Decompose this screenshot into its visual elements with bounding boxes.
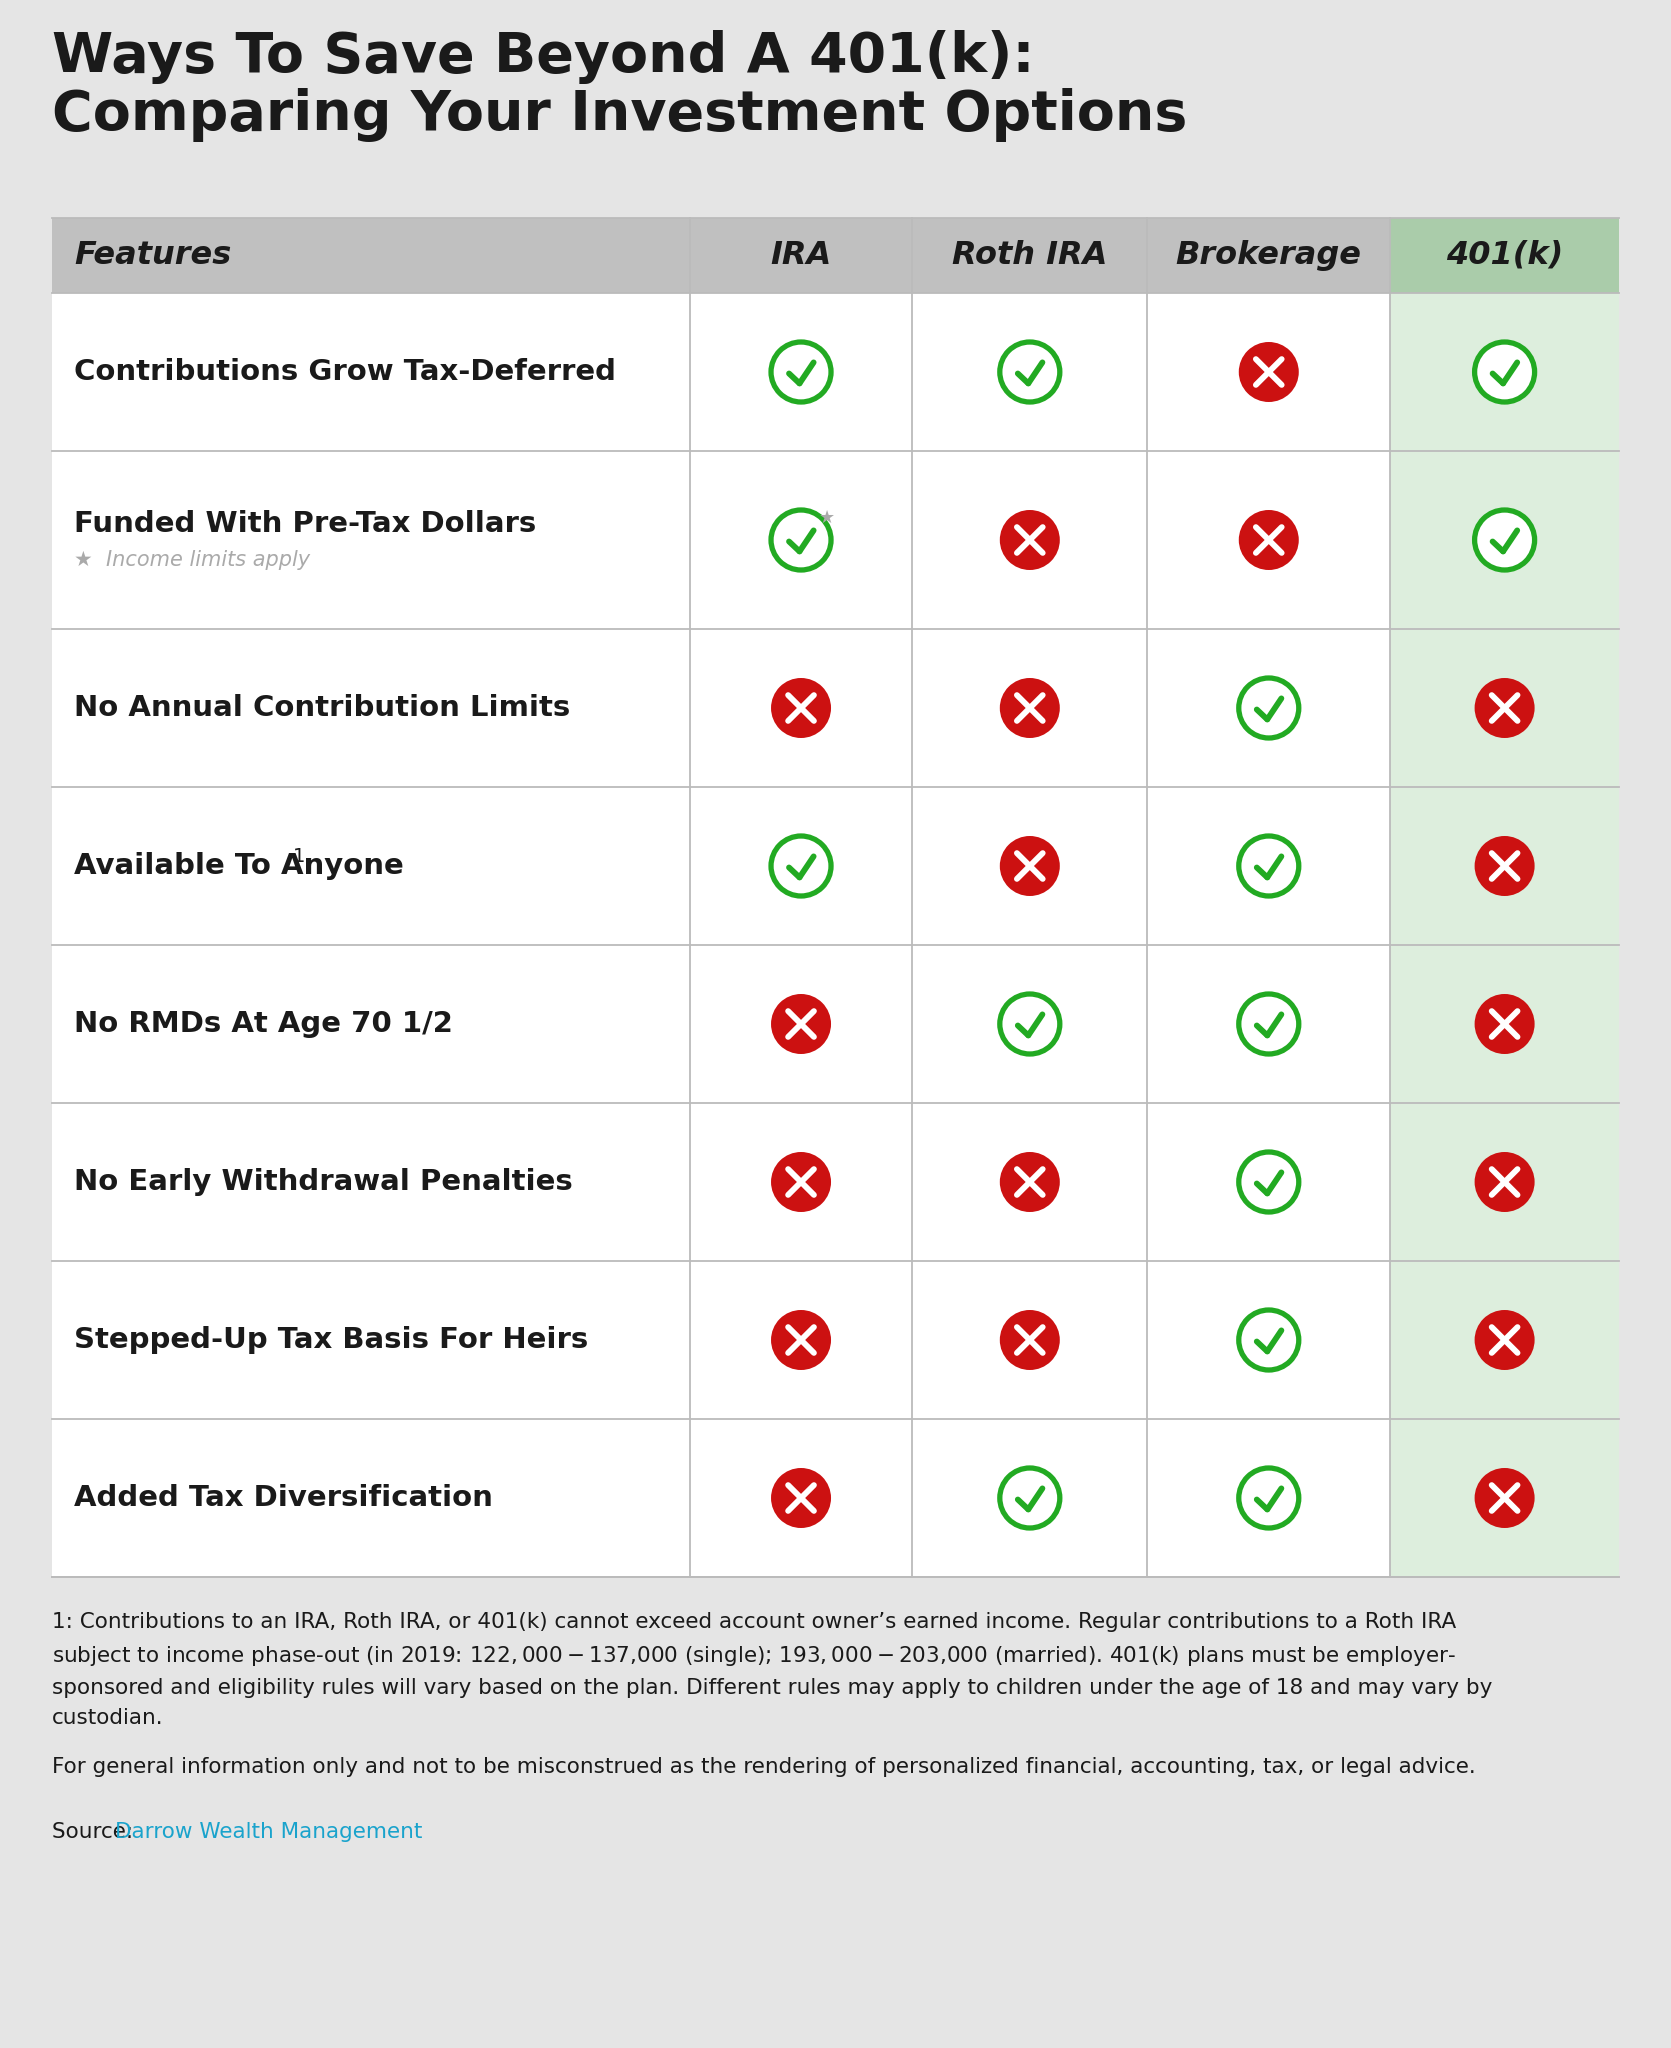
Circle shape bbox=[770, 678, 830, 737]
Text: Brokerage: Brokerage bbox=[1176, 240, 1362, 270]
Circle shape bbox=[1238, 510, 1298, 569]
Text: Available To Anyone: Available To Anyone bbox=[74, 852, 404, 881]
Text: Added Tax Diversification: Added Tax Diversification bbox=[74, 1485, 493, 1511]
Circle shape bbox=[1238, 1468, 1298, 1528]
Text: Ways To Save Beyond A 401(k):: Ways To Save Beyond A 401(k): bbox=[52, 31, 1034, 84]
Circle shape bbox=[999, 993, 1059, 1055]
Text: Contributions Grow Tax-Deferred: Contributions Grow Tax-Deferred bbox=[74, 358, 617, 385]
Circle shape bbox=[1474, 1311, 1534, 1370]
Circle shape bbox=[999, 342, 1059, 401]
Circle shape bbox=[770, 342, 830, 401]
Circle shape bbox=[1474, 993, 1534, 1055]
Text: Comparing Your Investment Options: Comparing Your Investment Options bbox=[52, 88, 1188, 141]
Circle shape bbox=[1238, 678, 1298, 737]
Bar bbox=[1390, 217, 1619, 1577]
Circle shape bbox=[1238, 993, 1298, 1055]
Text: No Early Withdrawal Penalties: No Early Withdrawal Penalties bbox=[74, 1167, 573, 1196]
Circle shape bbox=[999, 1151, 1059, 1212]
Text: ★: ★ bbox=[819, 510, 834, 528]
Circle shape bbox=[770, 1311, 830, 1370]
Circle shape bbox=[770, 1468, 830, 1528]
Circle shape bbox=[999, 1468, 1059, 1528]
Text: Stepped-Up Tax Basis For Heirs: Stepped-Up Tax Basis For Heirs bbox=[74, 1325, 588, 1354]
Text: 1: Contributions to an IRA, Roth IRA, or 401(k) cannot exceed account owner’s ea: 1: Contributions to an IRA, Roth IRA, or… bbox=[52, 1612, 1492, 1729]
Circle shape bbox=[999, 678, 1059, 737]
Text: ★  Income limits apply: ★ Income limits apply bbox=[74, 551, 311, 569]
Text: No Annual Contribution Limits: No Annual Contribution Limits bbox=[74, 694, 570, 723]
Circle shape bbox=[1474, 510, 1534, 569]
Circle shape bbox=[1474, 1468, 1534, 1528]
Circle shape bbox=[1238, 1311, 1298, 1370]
Circle shape bbox=[999, 836, 1059, 897]
Circle shape bbox=[1474, 1151, 1534, 1212]
Circle shape bbox=[1474, 342, 1534, 401]
Bar bbox=[52, 217, 1390, 1577]
Text: Features: Features bbox=[74, 240, 231, 270]
Circle shape bbox=[770, 836, 830, 897]
Text: Roth IRA: Roth IRA bbox=[952, 240, 1108, 270]
Circle shape bbox=[999, 510, 1059, 569]
Text: Source:: Source: bbox=[52, 1823, 140, 1841]
Text: 401(k): 401(k) bbox=[1445, 240, 1564, 270]
Text: Darrow Wealth Management: Darrow Wealth Management bbox=[115, 1823, 423, 1841]
Text: 1: 1 bbox=[292, 846, 304, 866]
Circle shape bbox=[1474, 836, 1534, 897]
Text: IRA: IRA bbox=[770, 240, 832, 270]
Circle shape bbox=[1238, 836, 1298, 897]
Circle shape bbox=[999, 1311, 1059, 1370]
Circle shape bbox=[770, 993, 830, 1055]
Bar bbox=[1390, 217, 1619, 293]
Circle shape bbox=[770, 1151, 830, 1212]
Bar bbox=[52, 217, 1390, 293]
Circle shape bbox=[1474, 678, 1534, 737]
Circle shape bbox=[1238, 1151, 1298, 1212]
Text: Funded With Pre-Tax Dollars: Funded With Pre-Tax Dollars bbox=[74, 510, 536, 539]
Text: For general information only and not to be misconstrued as the rendering of pers: For general information only and not to … bbox=[52, 1757, 1475, 1778]
Text: No RMDs At Age 70 1/2: No RMDs At Age 70 1/2 bbox=[74, 1010, 453, 1038]
Text: Available To Anyone: Available To Anyone bbox=[74, 852, 404, 881]
Circle shape bbox=[770, 510, 830, 569]
Circle shape bbox=[1238, 342, 1298, 401]
